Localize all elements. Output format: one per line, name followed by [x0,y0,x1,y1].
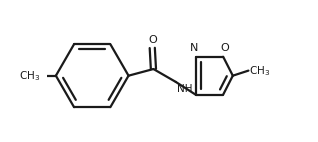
Text: CH$_3$: CH$_3$ [18,69,40,83]
Text: O: O [220,43,229,53]
Text: N: N [190,43,199,53]
Text: O: O [148,35,157,45]
Text: CH$_3$: CH$_3$ [249,64,271,78]
Text: NH: NH [177,84,192,94]
